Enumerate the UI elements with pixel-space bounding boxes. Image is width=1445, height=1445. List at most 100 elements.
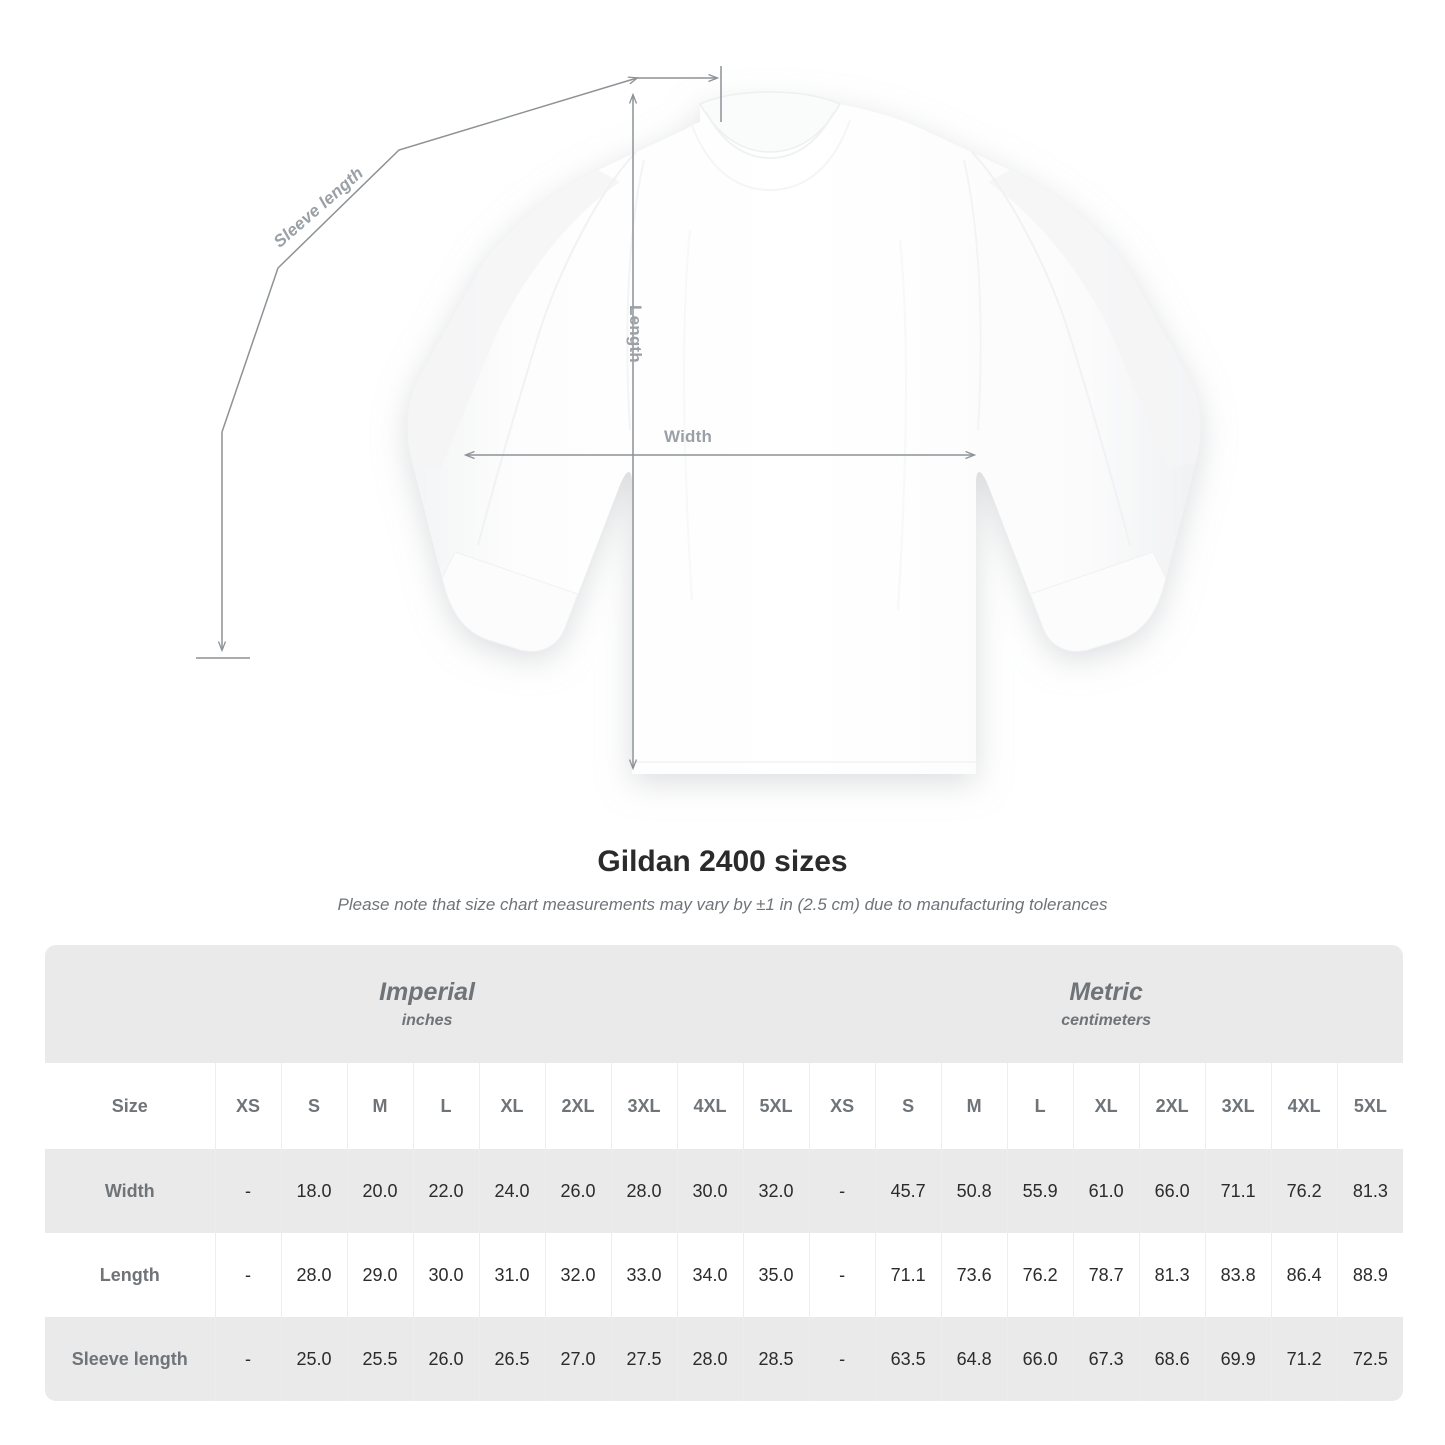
- column-header-imperial-xl: XL: [478, 1063, 545, 1149]
- cell-width-imperial-5xl: 32.0: [742, 1149, 810, 1233]
- cell-width-metric-s: 45.7: [874, 1149, 942, 1233]
- column-header-metric-l: L: [1006, 1063, 1074, 1149]
- cell-sleeve-metric-3xl: 69.9: [1204, 1317, 1272, 1401]
- cell-length-metric-2xl: 81.3: [1138, 1233, 1206, 1317]
- cell-width-metric-xs: -: [808, 1149, 876, 1233]
- left-sleeve-shading: [407, 170, 620, 470]
- width-label: Width: [664, 427, 713, 446]
- unit-group-metric-name: Metric: [1069, 977, 1143, 1006]
- column-header-imperial-l: L: [412, 1063, 479, 1149]
- page-title: Gildan 2400 sizes: [597, 845, 848, 878]
- length-label: Length: [626, 305, 645, 363]
- cell-length-imperial-2xl: 32.0: [544, 1233, 611, 1317]
- left-cuff: [441, 551, 579, 652]
- column-header-metric-xs: XS: [808, 1063, 876, 1149]
- cell-sleeve-metric-s: 63.5: [874, 1317, 942, 1401]
- cell-width-metric-4xl: 76.2: [1270, 1149, 1338, 1233]
- cell-sleeve-metric-4xl: 71.2: [1270, 1317, 1338, 1401]
- cell-sleeve-metric-l: 66.0: [1006, 1317, 1074, 1401]
- cell-width-metric-2xl: 66.0: [1138, 1149, 1206, 1233]
- table-row: Sleeve length - 25.0 25.5 26.0 26.5 27.0…: [45, 1317, 1404, 1401]
- right-armhole-fold: [963, 159, 982, 431]
- cell-sleeve-metric-xs: -: [808, 1317, 876, 1401]
- cell-sleeve-metric-m: 64.8: [940, 1317, 1008, 1401]
- cell-sleeve-imperial-2xl: 27.0: [544, 1317, 611, 1401]
- cell-width-metric-5xl: 81.3: [1336, 1149, 1404, 1233]
- cell-sleeve-imperial-4xl: 28.0: [676, 1317, 743, 1401]
- right-sleeve-shading: [988, 170, 1201, 470]
- column-header-metric-m: M: [940, 1063, 1008, 1149]
- cell-width-imperial-xl: 24.0: [478, 1149, 545, 1233]
- neckline-stitch: [689, 119, 851, 192]
- cell-width-metric-3xl: 71.1: [1204, 1149, 1272, 1233]
- cell-sleeve-imperial-xl: 26.5: [478, 1317, 545, 1401]
- cell-width-metric-xl: 61.0: [1072, 1149, 1140, 1233]
- cell-width-imperial-m: 20.0: [346, 1149, 413, 1233]
- body-fold-right: [897, 239, 907, 611]
- tolerance-note: Please note that size chart measurements…: [337, 895, 1108, 914]
- sleeve-length-dimension: [196, 66, 722, 659]
- cell-length-metric-xl: 78.7: [1072, 1233, 1140, 1317]
- cell-width-metric-l: 55.9: [1006, 1149, 1074, 1233]
- cell-length-imperial-l: 30.0: [412, 1233, 479, 1317]
- right-cuff: [1029, 551, 1167, 652]
- cell-width-metric-m: 50.8: [940, 1149, 1008, 1233]
- unit-group-metric: Metric centimeters: [809, 945, 1404, 1063]
- table-row: Width - 18.0 20.0 22.0 24.0 26.0 28.0 30…: [45, 1149, 1404, 1233]
- cell-width-imperial-3xl: 28.0: [610, 1149, 677, 1233]
- body-fold-left: [683, 229, 693, 601]
- cell-length-metric-s: 71.1: [874, 1233, 942, 1317]
- cell-width-imperial-2xl: 26.0: [544, 1149, 611, 1233]
- cell-length-metric-4xl: 86.4: [1270, 1233, 1338, 1317]
- cell-width-imperial-s: 18.0: [280, 1149, 347, 1233]
- row-label-width: Width: [45, 1149, 215, 1233]
- left-sleeve-seam: [477, 151, 637, 546]
- cell-sleeve-metric-xl: 67.3: [1072, 1317, 1140, 1401]
- row-label-sleeve-length: Sleeve length: [45, 1317, 215, 1401]
- cell-sleeve-imperial-3xl: 27.5: [610, 1317, 677, 1401]
- cell-sleeve-metric-2xl: 68.6: [1138, 1317, 1206, 1401]
- column-header-imperial-xs: XS: [214, 1063, 281, 1149]
- collar-inner-line: [705, 111, 835, 160]
- unit-group-imperial: Imperial inches: [45, 945, 810, 1063]
- column-header-size: Size: [45, 1063, 215, 1149]
- cell-sleeve-imperial-m: 25.5: [346, 1317, 413, 1401]
- cell-length-metric-xs: -: [808, 1233, 876, 1317]
- unit-group-row: Imperial inches Metric centimeters: [45, 945, 1404, 1063]
- table-row: Length - 28.0 29.0 30.0 31.0 32.0 33.0 3…: [45, 1233, 1404, 1317]
- cell-sleeve-imperial-xs: -: [214, 1317, 281, 1401]
- unit-group-metric-sub: centimeters: [1061, 1012, 1152, 1030]
- cell-length-imperial-xl: 31.0: [478, 1233, 545, 1317]
- cell-sleeve-metric-5xl: 72.5: [1336, 1317, 1404, 1401]
- column-header-imperial-3xl: 3XL: [610, 1063, 677, 1149]
- column-header-imperial-4xl: 4XL: [676, 1063, 743, 1149]
- cell-length-imperial-3xl: 33.0: [610, 1233, 677, 1317]
- column-header-imperial-s: S: [280, 1063, 347, 1149]
- cell-length-imperial-s: 28.0: [280, 1233, 347, 1317]
- column-header-imperial-2xl: 2XL: [544, 1063, 611, 1149]
- cell-length-imperial-m: 29.0: [346, 1233, 413, 1317]
- column-header-metric-3xl: 3XL: [1204, 1063, 1272, 1149]
- cell-sleeve-imperial-l: 26.0: [412, 1317, 479, 1401]
- title-block: Gildan 2400 sizes Please note that size …: [0, 845, 1445, 915]
- right-sleeve-seam: [971, 151, 1131, 546]
- column-header-metric-s: S: [874, 1063, 942, 1149]
- left-armhole-fold: [626, 159, 645, 431]
- cell-length-metric-m: 73.6: [940, 1233, 1008, 1317]
- cell-length-imperial-xs: -: [214, 1233, 281, 1317]
- column-header-imperial-5xl: 5XL: [742, 1063, 810, 1149]
- column-header-metric-xl: XL: [1072, 1063, 1140, 1149]
- cell-length-imperial-4xl: 34.0: [676, 1233, 743, 1317]
- cell-width-imperial-l: 22.0: [412, 1149, 479, 1233]
- garment-shape: [407, 98, 1201, 774]
- garment-diagram: Width Length Sleeve length: [196, 66, 1201, 774]
- cell-length-metric-3xl: 83.8: [1204, 1233, 1272, 1317]
- column-header-imperial-m: M: [346, 1063, 413, 1149]
- unit-group-imperial-name: Imperial: [379, 977, 475, 1006]
- size-chart-table: Imperial inches Metric centimeters Size …: [45, 945, 1404, 1401]
- cell-sleeve-imperial-5xl: 28.5: [742, 1317, 810, 1401]
- cell-length-metric-5xl: 88.9: [1336, 1233, 1404, 1317]
- collar-band: [698, 91, 842, 153]
- column-header-metric-2xl: 2XL: [1138, 1063, 1206, 1149]
